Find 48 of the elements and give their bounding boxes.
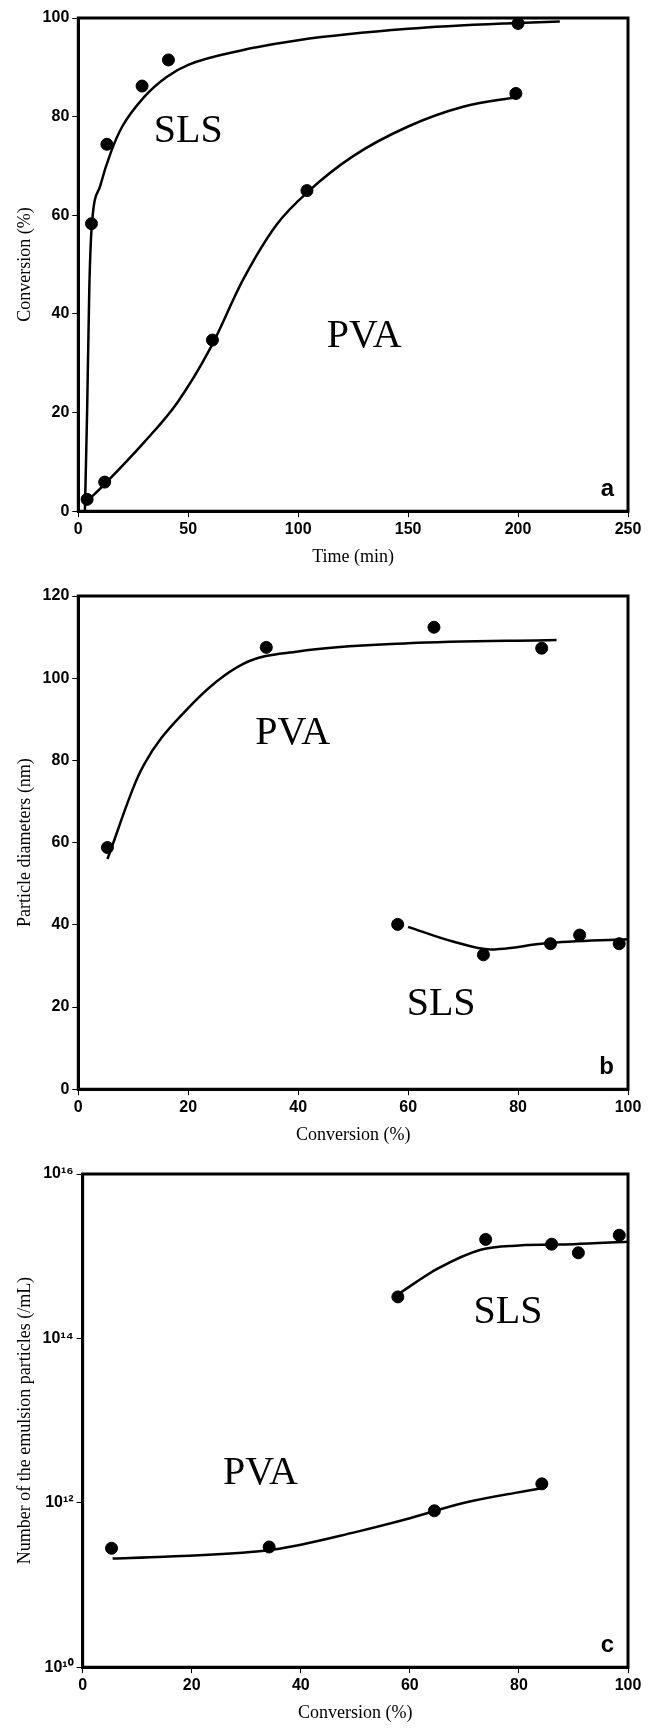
- y-tick-label: 20: [51, 997, 70, 1015]
- y-tick-label: 60: [51, 833, 70, 851]
- y-tick-label: 100: [42, 8, 70, 26]
- x-tick-label: 60: [400, 1676, 419, 1694]
- x-axis-title: Conversion (%): [298, 1701, 413, 1723]
- annotation: c: [600, 1629, 614, 1657]
- series-label: PVA: [222, 1447, 298, 1493]
- y-tick-label: 10¹⁶: [43, 1164, 74, 1182]
- x-tick-label: 40: [289, 1098, 308, 1116]
- series-label: SLS: [473, 1286, 543, 1332]
- y-tick-label: 40: [51, 915, 70, 933]
- y-tick-label: 100: [42, 668, 70, 686]
- x-tick-label: 80: [510, 1676, 528, 1694]
- x-tick-label: 150: [394, 520, 422, 538]
- x-tick-label: 250: [614, 520, 642, 538]
- x-tick-label: 100: [614, 1098, 642, 1116]
- series-label: PVA: [255, 707, 331, 753]
- x-tick-label: 100: [614, 1676, 642, 1694]
- y-axis-title: Conversion (%): [13, 207, 35, 322]
- x-tick-label: 50: [179, 520, 198, 538]
- y-tick-label: 0: [60, 501, 70, 519]
- x-tick-label: 200: [504, 520, 532, 538]
- series-label: SLS: [406, 978, 476, 1024]
- x-tick-label: 60: [399, 1098, 418, 1116]
- series-label: SLS: [153, 105, 223, 151]
- y-tick-label: 60: [51, 205, 70, 223]
- x-tick-label: 20: [179, 1098, 198, 1116]
- x-tick-label: 0: [78, 1676, 88, 1694]
- y-tick-label: 120: [42, 586, 70, 604]
- y-axis-title: Particle diameters (nm): [13, 758, 35, 928]
- y-axis-title: Number of the emulsion particles (/mL): [13, 1276, 35, 1565]
- x-axis-title: Time (min): [312, 545, 395, 567]
- y-tick-label: 0: [60, 1079, 70, 1097]
- y-tick-label: 10¹⁴: [42, 1328, 74, 1346]
- annotation: a: [600, 473, 615, 501]
- y-tick-label: 20: [51, 402, 70, 420]
- x-axis-title: Conversion (%): [295, 1123, 411, 1145]
- x-tick-label: 100: [284, 520, 312, 538]
- y-tick-label: 10¹²: [45, 1493, 74, 1511]
- x-tick-label: 80: [509, 1098, 528, 1116]
- text: PVA: [326, 310, 402, 356]
- x-tick-label: 40: [291, 1676, 310, 1694]
- annotation: b: [599, 1051, 614, 1079]
- y-tick-label: 80: [51, 107, 70, 125]
- y-tick-label: 10¹⁰: [44, 1657, 74, 1675]
- y-tick-label: 40: [51, 304, 70, 322]
- y-tick-label: 80: [51, 750, 70, 768]
- x-tick-label: 20: [182, 1676, 201, 1694]
